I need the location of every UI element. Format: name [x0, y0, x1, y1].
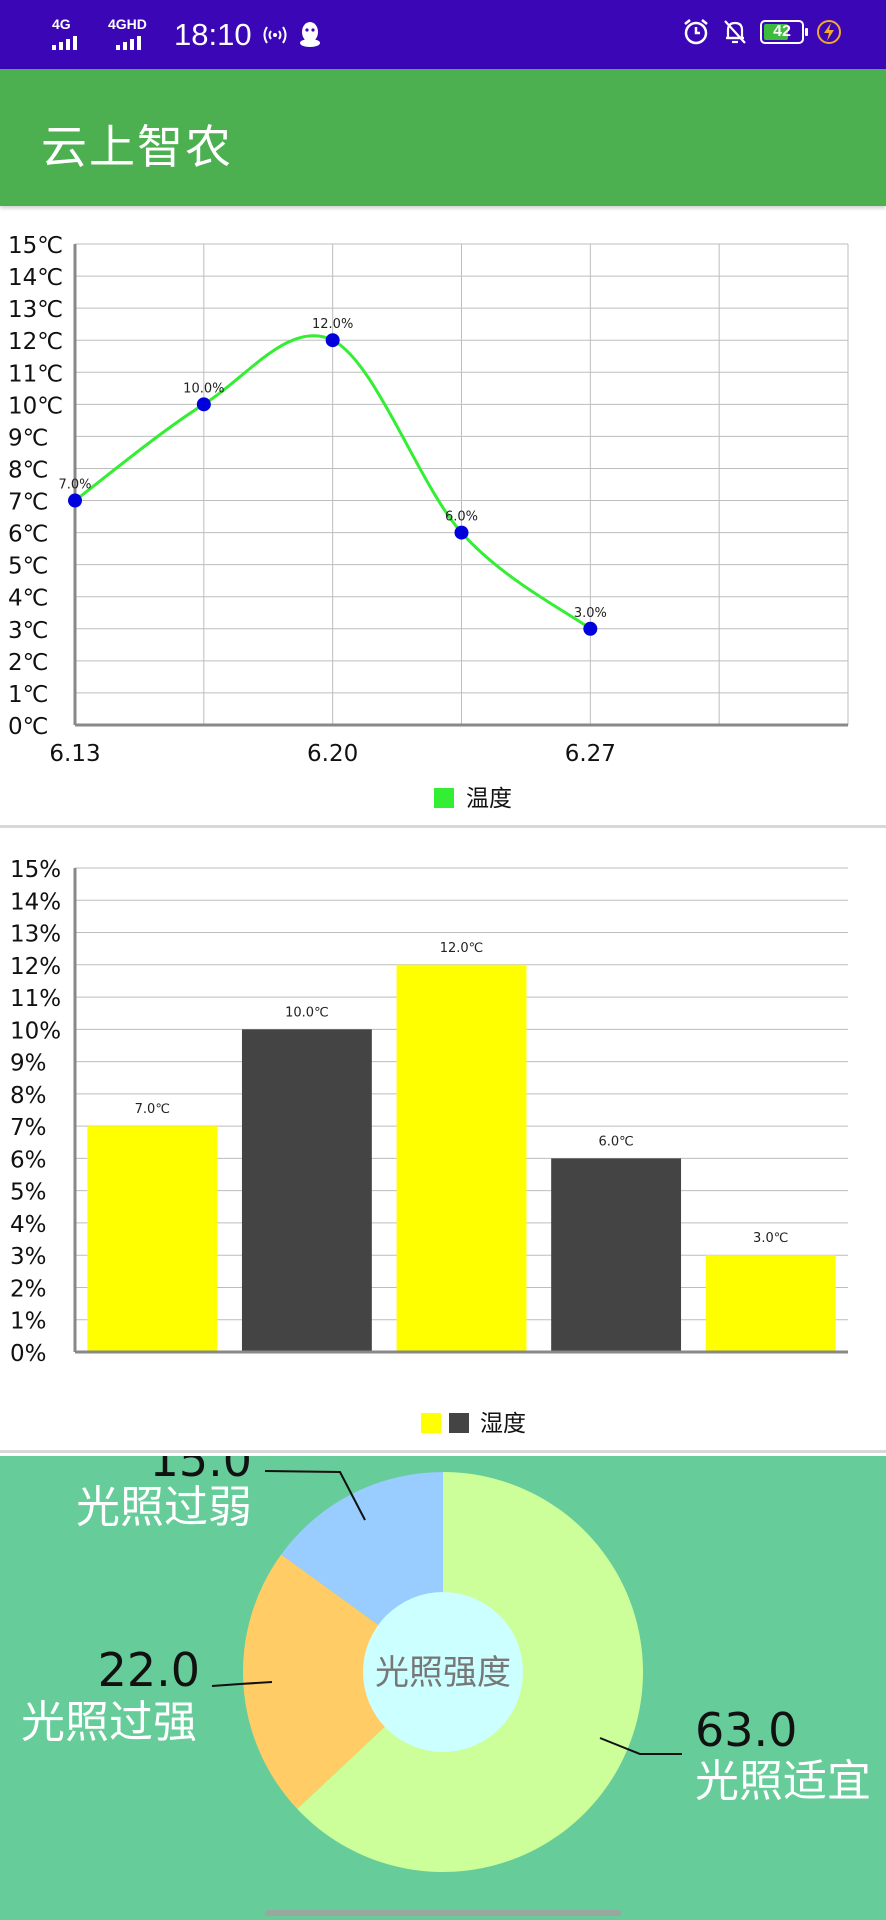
leader-line: [211, 1681, 273, 1687]
bar: [241, 1029, 372, 1352]
y-tick-label: 11%: [10, 986, 61, 1012]
status-time: 18:10: [174, 16, 252, 52]
slice-label: 光照适宜: [695, 1756, 871, 1807]
network-label-2: 4GHD: [108, 15, 147, 32]
x-tick-label: 6.20: [307, 741, 358, 767]
temperature-line-chart: 0℃ 1℃ 2℃ 3℃ 4℃ 5℃ 6℃ 7℃ 8℃ 9℃ 10℃ 11℃ 12℃ 13℃ 14℃ 15℃ 6.…: [0, 220, 886, 825]
battery-level: 42: [773, 23, 791, 40]
nfc-icon: [263, 25, 287, 44]
y-tick-label: 0℃: [8, 714, 48, 740]
bar-label: 3.0℃: [753, 1231, 788, 1246]
y-tick-label: 8%: [10, 1083, 47, 1109]
signal-icon-2: 4GHD: [106, 15, 158, 52]
pie-center-hole: [363, 1592, 523, 1752]
y-tick-label: 1%: [10, 1309, 47, 1335]
y-tick-label: 0%: [10, 1341, 47, 1367]
bar-label: 10.0℃: [285, 1005, 329, 1020]
app-bar: 云上智农: [0, 69, 886, 206]
point-label: 12.0%: [312, 317, 353, 332]
y-tick-label: 3℃: [8, 618, 48, 644]
legend-swatch: [434, 788, 454, 808]
y-tick-label: 9%: [10, 1051, 47, 1077]
y-tick-label: 5℃: [8, 554, 48, 580]
qq-icon: [299, 21, 320, 47]
signal-icon: 4G: [50, 15, 96, 52]
x-tick-label: 6.27: [565, 741, 616, 767]
bar: [87, 1126, 218, 1352]
battery-icon: 42: [760, 20, 808, 44]
leader-line: [599, 1737, 682, 1755]
humidity-bar-chart: 0% 1% 2% 3% 4% 5% 6% 7% 8% 9% 10% 11% 12% 13% 14% 15% 7.…: [0, 830, 886, 1449]
point-label: 10.0%: [183, 381, 224, 396]
app-title: 云上智农: [41, 120, 233, 174]
y-tick-label: 9℃: [8, 425, 48, 451]
bar-chart-svg: 0% 1% 2% 3% 4% 5% 6% 7% 8% 9% 10% 11% 12% 13% 14% 15% 7.…: [10, 857, 848, 1437]
y-tick-label: 2%: [10, 1276, 47, 1302]
legend-swatch-dark: [449, 1413, 469, 1433]
y-tick-label: 13℃: [8, 297, 63, 323]
bar-label: 12.0℃: [440, 941, 484, 956]
bar-label: 6.0℃: [598, 1134, 633, 1149]
y-tick-label: 12%: [10, 954, 61, 980]
alarm-icon: [684, 19, 708, 45]
y-tick-label: 7%: [10, 1115, 47, 1141]
y-tick-label: 4℃: [8, 586, 48, 612]
home-indicator[interactable]: [265, 1910, 621, 1916]
slice-value: 22.0: [98, 1643, 200, 1697]
data-point: [196, 397, 211, 412]
y-tick-label: 3%: [10, 1244, 47, 1270]
divider: [0, 1450, 886, 1453]
charging-icon: [817, 20, 841, 44]
y-tick-label: 12℃: [8, 329, 63, 355]
y-tick-label: 15%: [10, 857, 61, 883]
slice-value: 63.0: [695, 1703, 797, 1757]
line-chart-svg: 0℃ 1℃ 2℃ 3℃ 4℃ 5℃ 6℃ 7℃ 8℃ 9℃ 10℃ 11℃ 12℃ 13℃ 14℃ 15℃ 6.…: [8, 233, 849, 812]
divider: [0, 825, 886, 828]
data-point: [583, 621, 598, 636]
pie-slice: [242, 1554, 443, 1809]
pie-center-label: 光照强度: [375, 1653, 511, 1693]
y-tick-label: 14℃: [8, 265, 63, 291]
y-tick-label: 4%: [10, 1212, 47, 1238]
leader-line: [264, 1470, 366, 1521]
slice-value: 15.0: [150, 1456, 252, 1487]
status-bar: 4G 4GHD 18:10: [0, 0, 886, 69]
data-point: [325, 333, 340, 348]
data-point: [68, 493, 82, 508]
y-tick-label: 14%: [10, 889, 61, 915]
slice-label: 光照过弱: [76, 1482, 252, 1533]
mute-icon: [724, 20, 746, 44]
y-tick-label: 15℃: [8, 233, 63, 259]
y-tick-label: 8℃: [8, 457, 48, 483]
legend-label: 湿度: [480, 1411, 526, 1437]
y-tick-label: 7℃: [8, 490, 48, 516]
slice-label: 光照过强: [21, 1697, 197, 1748]
y-tick-label: 2℃: [8, 650, 48, 676]
data-point: [454, 525, 469, 540]
y-tick-label: 10℃: [8, 393, 63, 419]
bar-label: 7.0℃: [135, 1102, 170, 1117]
status-right: 42: [682, 18, 842, 46]
y-tick-label: 1℃: [8, 682, 48, 708]
bar: [551, 1158, 682, 1352]
y-tick-label: 6%: [10, 1147, 47, 1173]
light-intensity-pie-chart: 光照强度 63.0 光照适宜 22.0 光照过强 15.0 光照过弱: [0, 1456, 886, 1920]
bar: [705, 1255, 836, 1352]
x-tick-label: 6.13: [49, 741, 100, 767]
point-label: 3.0%: [574, 606, 607, 621]
y-tick-label: 13%: [10, 922, 61, 948]
legend-swatch-yellow: [421, 1413, 441, 1433]
network-label-1: 4G: [52, 15, 71, 32]
bar: [396, 964, 527, 1352]
y-tick-label: 10%: [10, 1018, 61, 1044]
y-tick-label: 5%: [10, 1180, 47, 1206]
status-left: 4G 4GHD 18:10: [50, 12, 322, 57]
point-label: 7.0%: [58, 478, 91, 493]
legend-label: 温度: [466, 786, 512, 812]
y-tick-label: 11℃: [8, 361, 63, 387]
point-label: 6.0%: [445, 510, 478, 525]
y-tick-label: 6℃: [8, 522, 48, 548]
